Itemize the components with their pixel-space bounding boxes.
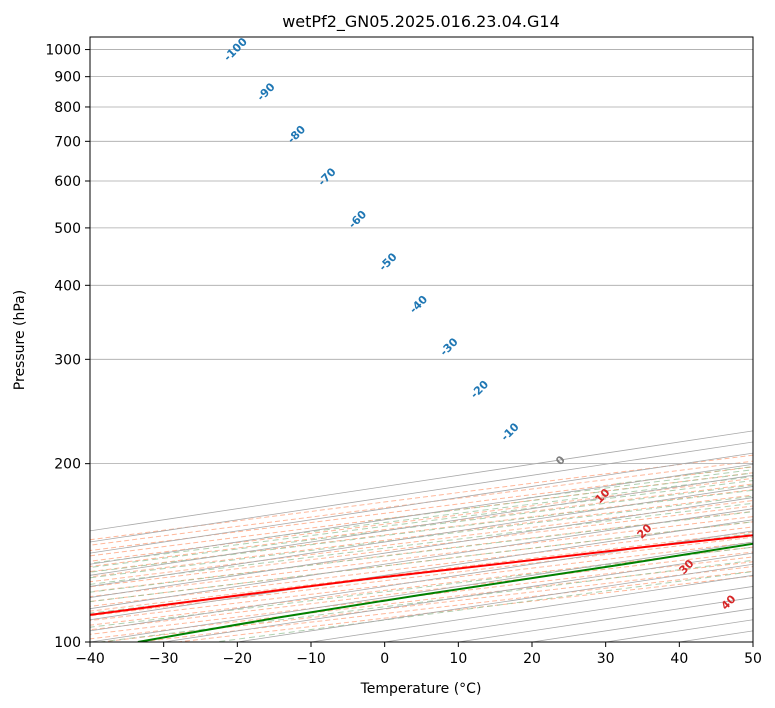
x-axis-label: Temperature (°C) bbox=[360, 681, 482, 697]
pressure-gridlines bbox=[90, 49, 753, 642]
chart-title: wetPf2_GN05.2025.016.23.04.G14 bbox=[282, 12, 560, 32]
y-tick-label: 200 bbox=[54, 457, 81, 473]
x-tick-label: −40 bbox=[75, 651, 105, 667]
x-tick-label: −20 bbox=[223, 651, 253, 667]
x-tick-label: 30 bbox=[597, 651, 615, 667]
isotherm-line bbox=[90, 452, 753, 554]
y-tick-label: 800 bbox=[54, 100, 81, 116]
y-axis-ticks: 100 200 300 400 500 600 700 800 900 1000 bbox=[45, 43, 90, 651]
isotherm-line bbox=[90, 530, 753, 632]
x-tick-label: 0 bbox=[380, 651, 389, 667]
plot-frame bbox=[89, 36, 754, 643]
y-axis-label: Pressure (hPa) bbox=[12, 290, 28, 390]
temperature-line bbox=[90, 534, 753, 616]
y-tick-label: 900 bbox=[54, 70, 81, 86]
isotherm-line bbox=[90, 486, 753, 587]
y-tick-label: 600 bbox=[54, 174, 81, 190]
x-tick-label: 50 bbox=[744, 651, 762, 667]
x-tick-label: 10 bbox=[449, 651, 467, 667]
y-tick-label: 1000 bbox=[45, 43, 81, 59]
isotherm-line bbox=[90, 508, 753, 610]
profile-series bbox=[90, 534, 753, 642]
x-tick-label: −30 bbox=[149, 651, 179, 667]
x-tick-label: 40 bbox=[670, 651, 688, 667]
y-tick-label: 100 bbox=[54, 635, 81, 651]
isotherm-line bbox=[90, 474, 753, 576]
isotherm-line bbox=[90, 519, 753, 621]
isotherm-line bbox=[90, 463, 753, 565]
y-tick-label: 400 bbox=[54, 278, 81, 294]
isotherms bbox=[90, 430, 753, 642]
x-axis-ticks: −40 −30 −20 −10 0 10 20 30 40 50 bbox=[75, 642, 762, 667]
y-tick-label: 300 bbox=[54, 352, 81, 368]
y-tick-label: 700 bbox=[54, 134, 81, 150]
x-tick-label: 20 bbox=[523, 651, 541, 667]
isotherm-line bbox=[90, 497, 753, 598]
y-tick-label: 500 bbox=[54, 221, 81, 237]
isotherm-line bbox=[90, 441, 753, 543]
x-tick-label: −10 bbox=[296, 651, 326, 667]
